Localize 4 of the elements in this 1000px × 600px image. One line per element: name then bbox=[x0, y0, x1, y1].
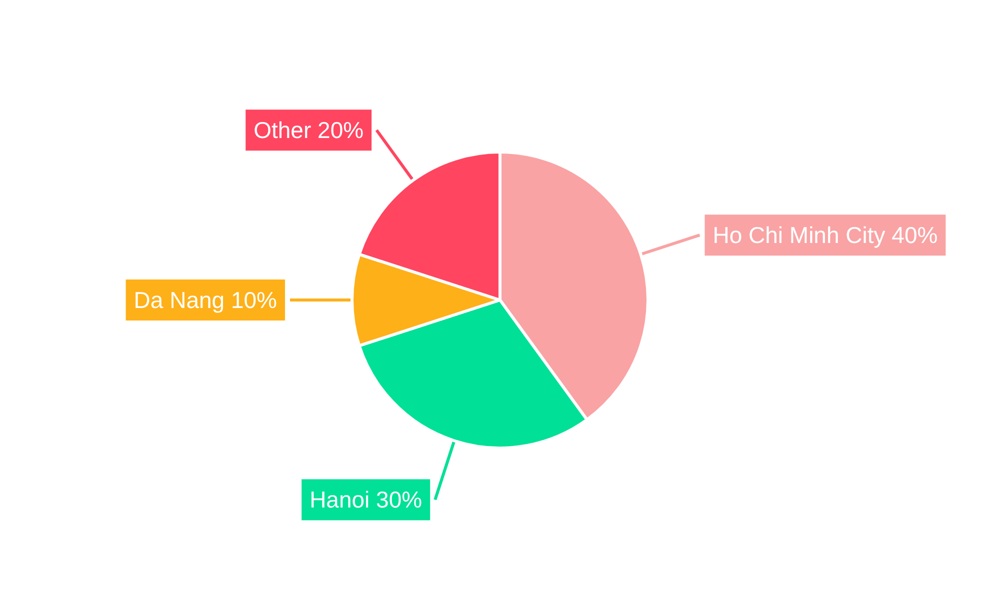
slice-label: Hanoi 30% bbox=[310, 486, 422, 513]
slice-label: Ho Chi Minh City 40% bbox=[712, 222, 938, 248]
slice-label: Da Nang 10% bbox=[134, 287, 277, 313]
slice-label: Other 20% bbox=[254, 117, 364, 144]
